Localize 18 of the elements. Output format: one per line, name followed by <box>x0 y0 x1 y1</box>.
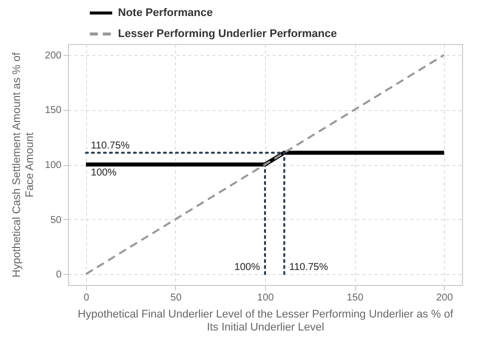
x-tick-label: 150 <box>346 292 364 304</box>
x-tick-label: 100 <box>257 292 274 304</box>
y-axis-title: Hypothetical Cash Settlement Amount as % of Face Amount <box>10 52 36 278</box>
y-tick-label: 100 <box>44 160 62 171</box>
y-tick-label: 0 <box>56 270 62 281</box>
y-tick-label: 150 <box>44 105 62 116</box>
y-tick-label: 200 <box>44 50 62 62</box>
annotation: 110.75% <box>289 262 328 274</box>
x-tick-label: 50 <box>170 292 182 304</box>
legend-label: Lesser Performing Underlier Performance <box>118 28 337 40</box>
legend-label: Note Performance <box>118 7 213 19</box>
annotation: 100% <box>234 262 260 274</box>
annotation: 110.75% <box>90 140 130 152</box>
x-tick-label: 0 <box>84 292 90 304</box>
annotation: 100% <box>90 168 117 178</box>
y-tick-label: 50 <box>50 214 62 226</box>
x-axis-title: Hypothetical Final Underlier Level of the Lesser Performing Underlier as % of Its Initial Underlier Level <box>78 308 454 334</box>
x-tick-label: 200 <box>436 292 454 304</box>
